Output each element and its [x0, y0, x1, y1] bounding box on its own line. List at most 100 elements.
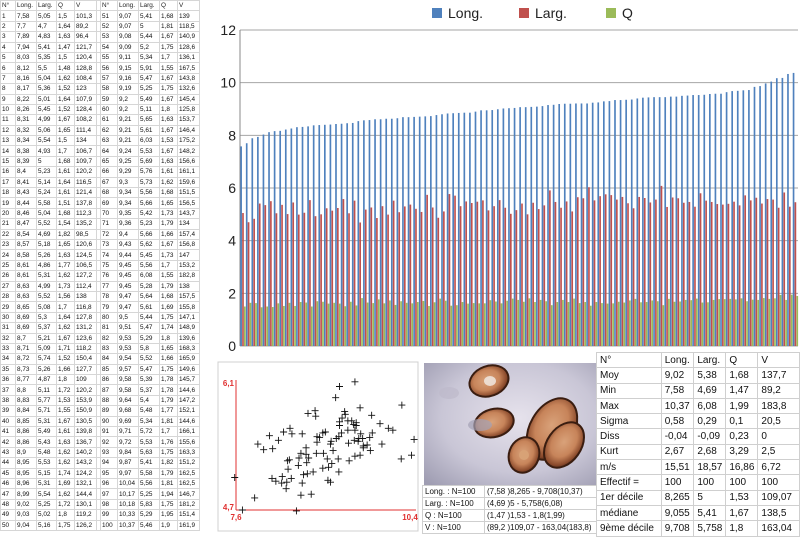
table-cell: 108,4: [74, 72, 97, 85]
table-cell: 98,5: [74, 228, 97, 241]
bar-long: [452, 113, 454, 347]
bar-larg: [431, 207, 434, 346]
table-cell: 40: [0, 415, 16, 428]
table-cell: 4,87: [36, 374, 57, 386]
table-row: 9 8,22 5,01 1,64 107,9 59 9,2 5,49 1,67 145,4: [0, 93, 200, 105]
table-cell: 48: [0, 498, 16, 511]
scatter-point: [356, 451, 364, 459]
table-row: 16 8,4 5,23 1,61 120,2 66 9,29 5,76 1,61 161,1: [0, 166, 200, 178]
stats-cell: Max: [596, 397, 662, 415]
table-cell: 1,8: [159, 332, 178, 344]
table-cell: 7,94: [15, 41, 37, 53]
bar-larg: [370, 207, 373, 346]
bar-larg: [426, 194, 428, 346]
stats-cell: 100: [693, 474, 727, 491]
table-cell: 1,81: [159, 20, 178, 33]
table-cell: 121,4: [74, 187, 97, 199]
table-cell: 1,68: [56, 207, 75, 220]
stats-cell: 138,5: [757, 504, 800, 522]
bar-larg: [403, 206, 406, 346]
bar-chart: 0 2 4 6 8 10 12 Long. Larg. Q: [214, 0, 800, 352]
bar-larg: [621, 196, 624, 346]
y-tick-label: 8: [228, 127, 236, 143]
table-cell: 5,65: [138, 114, 160, 126]
bar-long: [524, 107, 527, 346]
table-cell: 1,64: [56, 311, 75, 324]
table-cell: 5,53: [138, 436, 160, 448]
spore-photo: [424, 363, 596, 485]
bar-long: [642, 97, 644, 347]
table-cell: 49: [0, 509, 16, 521]
bar-q: [718, 299, 720, 346]
bar-q: [439, 298, 441, 346]
table-row: 37 8,8 5,11 1,72 120,2 87 9,58 5,37 1,78 144,6: [0, 384, 200, 396]
table-cell: 5,76: [138, 166, 160, 178]
bar-q: [350, 301, 352, 346]
bar-long: [312, 125, 315, 346]
table-cell: 65: [100, 155, 118, 168]
statistics-body: N° Long. Larg. Q V Moy 9,02 5,38 1,68 137,7 Min 7,5…: [596, 351, 800, 537]
table-cell: 148,2: [177, 145, 200, 157]
bar-larg: [549, 190, 551, 346]
table-cell: 1,7: [159, 259, 178, 272]
table-cell: 8,85: [15, 415, 37, 428]
summary-table: Long. : N=100 (7,58 )8,265 - 9,708(10,37)…: [422, 485, 597, 534]
table-cell: 144,6: [177, 415, 200, 428]
table-cell: 96,4: [74, 31, 97, 43]
table-cell: 1,68: [159, 10, 178, 22]
col-header: Q: [159, 0, 178, 12]
bar-q: [467, 303, 469, 346]
table-cell: 9,11: [117, 51, 139, 64]
scatter-point: [352, 422, 360, 429]
bar-q: [539, 299, 542, 346]
table-cell: 9,03: [15, 509, 37, 521]
table-cell: 5,29: [138, 332, 160, 344]
stats-cell: médiane: [596, 504, 662, 522]
stats-header: Q: [725, 351, 759, 369]
table-cell: 10,04: [117, 477, 139, 490]
stats-cell: 109,07: [757, 489, 800, 506]
table-cell: 5,58: [138, 467, 160, 479]
table-row: 42 8,86 5,43 1,63 136,7 92 9,72 5,53 1,76 155,6: [0, 436, 200, 448]
table-cell: 4: [0, 41, 16, 53]
table-cell: 1,75: [159, 83, 178, 95]
bar-long: [586, 103, 588, 346]
col-header: Long.: [15, 0, 37, 12]
bar-long: [262, 134, 265, 346]
bar-long: [424, 116, 427, 347]
table-cell: 1,67: [56, 114, 75, 126]
table-cell: 147,1: [177, 311, 200, 324]
table-cell: 9,2: [117, 93, 139, 105]
table-cell: 5,91: [138, 62, 160, 74]
scatter-point: [337, 429, 345, 437]
bar-q: [372, 303, 375, 346]
bar-long: [351, 122, 354, 347]
bar-long: [335, 124, 337, 346]
table-cell: 139: [177, 10, 200, 22]
table-cell: 9,54: [117, 353, 139, 365]
table-cell: 1,67: [159, 145, 178, 157]
table-cell: 5,47: [138, 363, 160, 376]
bar-long: [709, 93, 711, 347]
bar-q: [355, 305, 358, 346]
legend-label: Q: [622, 5, 633, 21]
table-cell: 8,46: [15, 207, 37, 220]
col-header: N°: [0, 0, 16, 12]
table-cell: 46: [0, 477, 16, 490]
bar-larg: [521, 203, 523, 346]
table-cell: 91: [100, 425, 118, 438]
table-cell: 8,22: [15, 93, 37, 105]
table-cell: 130,5: [74, 415, 97, 428]
scatter-point: [345, 439, 352, 447]
bar-long: [614, 100, 616, 346]
bar-larg: [292, 202, 295, 346]
bar-long: [496, 109, 499, 346]
bar-q: [288, 302, 291, 346]
table-cell: 8,4: [15, 166, 37, 178]
table-cell: 5,46: [138, 519, 160, 531]
table-cell: 9,45: [117, 270, 139, 282]
bar-long: [748, 90, 750, 346]
table-row: 5 8,03 5,35 1,5 120,4 55 9,11 5,34 1,7 136,1: [0, 51, 200, 64]
table-cell: 116,8: [74, 301, 97, 313]
table-cell: 18: [0, 187, 16, 199]
